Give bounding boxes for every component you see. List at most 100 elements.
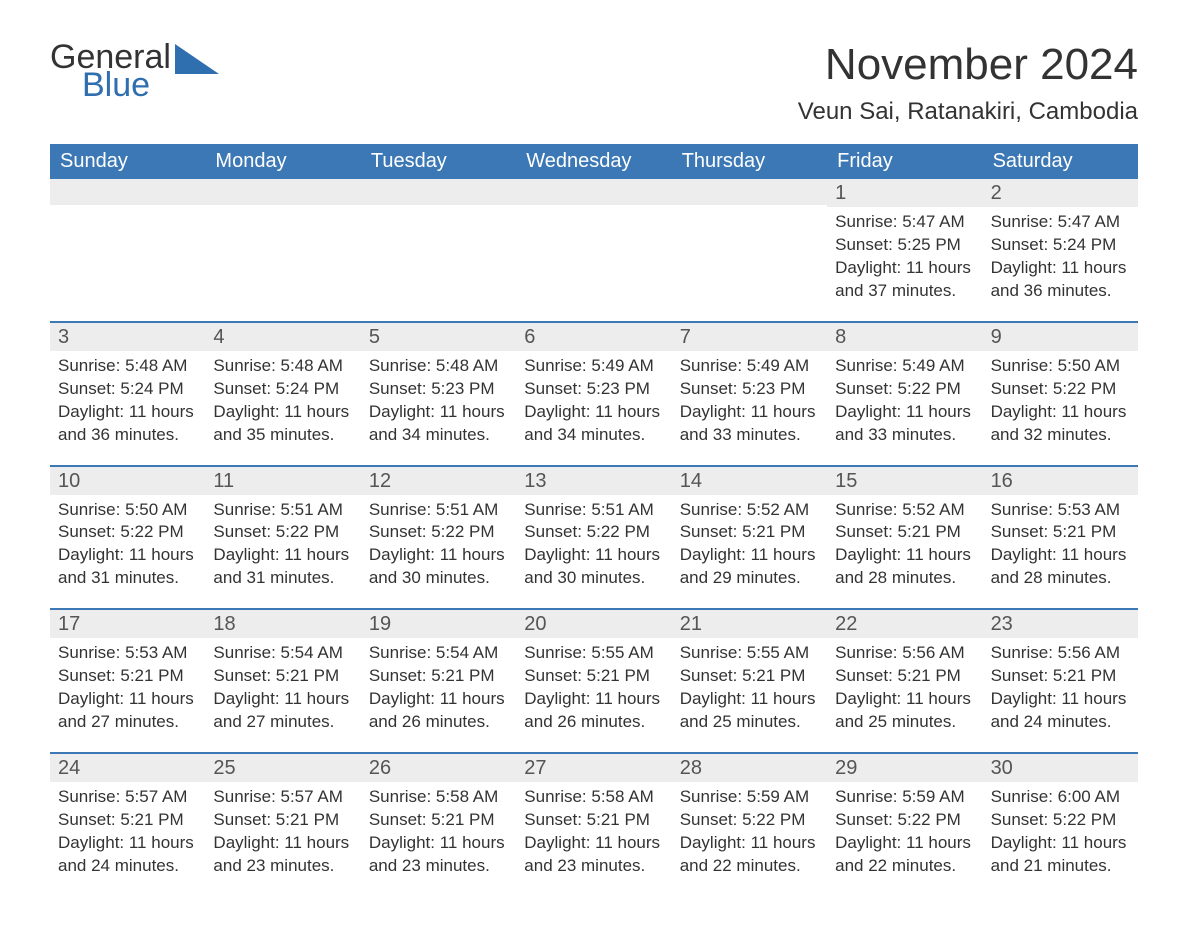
sunrise-text: Sunrise: 5:49 AM [835, 355, 974, 378]
logo: General Blue [50, 40, 219, 102]
daylight-text: Daylight: 11 hours and 27 minutes. [213, 688, 352, 734]
day-number: 14 [672, 467, 827, 495]
day-details: Sunrise: 5:53 AMSunset: 5:21 PMDaylight:… [50, 638, 205, 734]
sunset-text: Sunset: 5:21 PM [524, 665, 663, 688]
calendar-day: 6Sunrise: 5:49 AMSunset: 5:23 PMDaylight… [516, 323, 671, 447]
day-number: 22 [827, 610, 982, 638]
calendar-day: 2Sunrise: 5:47 AMSunset: 5:24 PMDaylight… [983, 179, 1138, 303]
day-details: Sunrise: 5:52 AMSunset: 5:21 PMDaylight:… [672, 495, 827, 591]
day-details: Sunrise: 5:50 AMSunset: 5:22 PMDaylight:… [983, 351, 1138, 447]
sunrise-text: Sunrise: 5:54 AM [213, 642, 352, 665]
day-number: 30 [983, 754, 1138, 782]
daylight-text: Daylight: 11 hours and 36 minutes. [58, 401, 197, 447]
day-details: Sunrise: 5:52 AMSunset: 5:21 PMDaylight:… [827, 495, 982, 591]
sunrise-text: Sunrise: 5:50 AM [991, 355, 1130, 378]
day-details: Sunrise: 5:47 AMSunset: 5:24 PMDaylight:… [983, 207, 1138, 303]
day-of-week-header: Sunday Monday Tuesday Wednesday Thursday… [50, 144, 1138, 179]
day-details: Sunrise: 5:56 AMSunset: 5:21 PMDaylight:… [983, 638, 1138, 734]
day-details: Sunrise: 5:58 AMSunset: 5:21 PMDaylight:… [516, 782, 671, 878]
logo-text-block: General Blue [50, 40, 171, 102]
calendar-week: 3Sunrise: 5:48 AMSunset: 5:24 PMDaylight… [50, 321, 1138, 465]
calendar-day: 28Sunrise: 5:59 AMSunset: 5:22 PMDayligh… [672, 754, 827, 878]
calendar-day: 18Sunrise: 5:54 AMSunset: 5:21 PMDayligh… [205, 610, 360, 734]
day-details: Sunrise: 5:56 AMSunset: 5:21 PMDaylight:… [827, 638, 982, 734]
calendar-day: 8Sunrise: 5:49 AMSunset: 5:22 PMDaylight… [827, 323, 982, 447]
sunset-text: Sunset: 5:21 PM [991, 521, 1130, 544]
calendar-week: 10Sunrise: 5:50 AMSunset: 5:22 PMDayligh… [50, 465, 1138, 609]
calendar-day: 16Sunrise: 5:53 AMSunset: 5:21 PMDayligh… [983, 467, 1138, 591]
calendar-day [205, 179, 360, 303]
sunrise-text: Sunrise: 5:49 AM [524, 355, 663, 378]
day-details: Sunrise: 5:48 AMSunset: 5:24 PMDaylight:… [50, 351, 205, 447]
daylight-text: Daylight: 11 hours and 32 minutes. [991, 401, 1130, 447]
daylight-text: Daylight: 11 hours and 23 minutes. [369, 832, 508, 878]
dow-monday: Monday [205, 144, 360, 179]
daylight-text: Daylight: 11 hours and 30 minutes. [524, 544, 663, 590]
sunset-text: Sunset: 5:22 PM [213, 521, 352, 544]
day-number: 21 [672, 610, 827, 638]
day-details: Sunrise: 5:54 AMSunset: 5:21 PMDaylight:… [361, 638, 516, 734]
calendar-day: 12Sunrise: 5:51 AMSunset: 5:22 PMDayligh… [361, 467, 516, 591]
calendar-day: 11Sunrise: 5:51 AMSunset: 5:22 PMDayligh… [205, 467, 360, 591]
day-details: Sunrise: 6:00 AMSunset: 5:22 PMDaylight:… [983, 782, 1138, 878]
daylight-text: Daylight: 11 hours and 37 minutes. [835, 257, 974, 303]
day-details: Sunrise: 5:54 AMSunset: 5:21 PMDaylight:… [205, 638, 360, 734]
calendar-day: 7Sunrise: 5:49 AMSunset: 5:23 PMDaylight… [672, 323, 827, 447]
dow-saturday: Saturday [983, 144, 1138, 179]
sunset-text: Sunset: 5:24 PM [58, 378, 197, 401]
day-number: 19 [361, 610, 516, 638]
calendar: Sunday Monday Tuesday Wednesday Thursday… [50, 144, 1138, 896]
sunset-text: Sunset: 5:23 PM [680, 378, 819, 401]
day-number: 13 [516, 467, 671, 495]
sunrise-text: Sunrise: 5:53 AM [58, 642, 197, 665]
day-details: Sunrise: 5:48 AMSunset: 5:23 PMDaylight:… [361, 351, 516, 447]
sunrise-text: Sunrise: 5:53 AM [991, 499, 1130, 522]
day-number: 18 [205, 610, 360, 638]
day-number: 6 [516, 323, 671, 351]
sunset-text: Sunset: 5:21 PM [369, 665, 508, 688]
day-number: 1 [827, 179, 982, 207]
sunset-text: Sunset: 5:23 PM [369, 378, 508, 401]
day-number: 27 [516, 754, 671, 782]
daylight-text: Daylight: 11 hours and 24 minutes. [991, 688, 1130, 734]
sunset-text: Sunset: 5:21 PM [680, 665, 819, 688]
sunrise-text: Sunrise: 6:00 AM [991, 786, 1130, 809]
sunrise-text: Sunrise: 5:58 AM [369, 786, 508, 809]
day-number: 26 [361, 754, 516, 782]
day-details: Sunrise: 5:49 AMSunset: 5:23 PMDaylight:… [516, 351, 671, 447]
sunrise-text: Sunrise: 5:55 AM [524, 642, 663, 665]
sunset-text: Sunset: 5:21 PM [369, 809, 508, 832]
calendar-day: 14Sunrise: 5:52 AMSunset: 5:21 PMDayligh… [672, 467, 827, 591]
daylight-text: Daylight: 11 hours and 26 minutes. [524, 688, 663, 734]
day-number [50, 179, 205, 205]
dow-friday: Friday [827, 144, 982, 179]
sunrise-text: Sunrise: 5:51 AM [369, 499, 508, 522]
day-details: Sunrise: 5:55 AMSunset: 5:21 PMDaylight:… [516, 638, 671, 734]
sunrise-text: Sunrise: 5:56 AM [991, 642, 1130, 665]
calendar-day: 1Sunrise: 5:47 AMSunset: 5:25 PMDaylight… [827, 179, 982, 303]
sunrise-text: Sunrise: 5:48 AM [213, 355, 352, 378]
sunrise-text: Sunrise: 5:54 AM [369, 642, 508, 665]
daylight-text: Daylight: 11 hours and 25 minutes. [680, 688, 819, 734]
sunset-text: Sunset: 5:21 PM [213, 665, 352, 688]
calendar-day [516, 179, 671, 303]
day-details: Sunrise: 5:57 AMSunset: 5:21 PMDaylight:… [205, 782, 360, 878]
sunset-text: Sunset: 5:24 PM [991, 234, 1130, 257]
sunset-text: Sunset: 5:22 PM [680, 809, 819, 832]
sunrise-text: Sunrise: 5:57 AM [213, 786, 352, 809]
day-number: 3 [50, 323, 205, 351]
day-details: Sunrise: 5:51 AMSunset: 5:22 PMDaylight:… [361, 495, 516, 591]
sunrise-text: Sunrise: 5:48 AM [369, 355, 508, 378]
title-block: November 2024 Veun Sai, Ratanakiri, Camb… [798, 40, 1138, 126]
sunset-text: Sunset: 5:25 PM [835, 234, 974, 257]
calendar-day: 20Sunrise: 5:55 AMSunset: 5:21 PMDayligh… [516, 610, 671, 734]
day-details: Sunrise: 5:55 AMSunset: 5:21 PMDaylight:… [672, 638, 827, 734]
sunrise-text: Sunrise: 5:52 AM [680, 499, 819, 522]
dow-thursday: Thursday [672, 144, 827, 179]
sunset-text: Sunset: 5:21 PM [58, 809, 197, 832]
day-details: Sunrise: 5:48 AMSunset: 5:24 PMDaylight:… [205, 351, 360, 447]
daylight-text: Daylight: 11 hours and 34 minutes. [524, 401, 663, 447]
sunrise-text: Sunrise: 5:51 AM [213, 499, 352, 522]
calendar-day: 27Sunrise: 5:58 AMSunset: 5:21 PMDayligh… [516, 754, 671, 878]
calendar-day: 9Sunrise: 5:50 AMSunset: 5:22 PMDaylight… [983, 323, 1138, 447]
